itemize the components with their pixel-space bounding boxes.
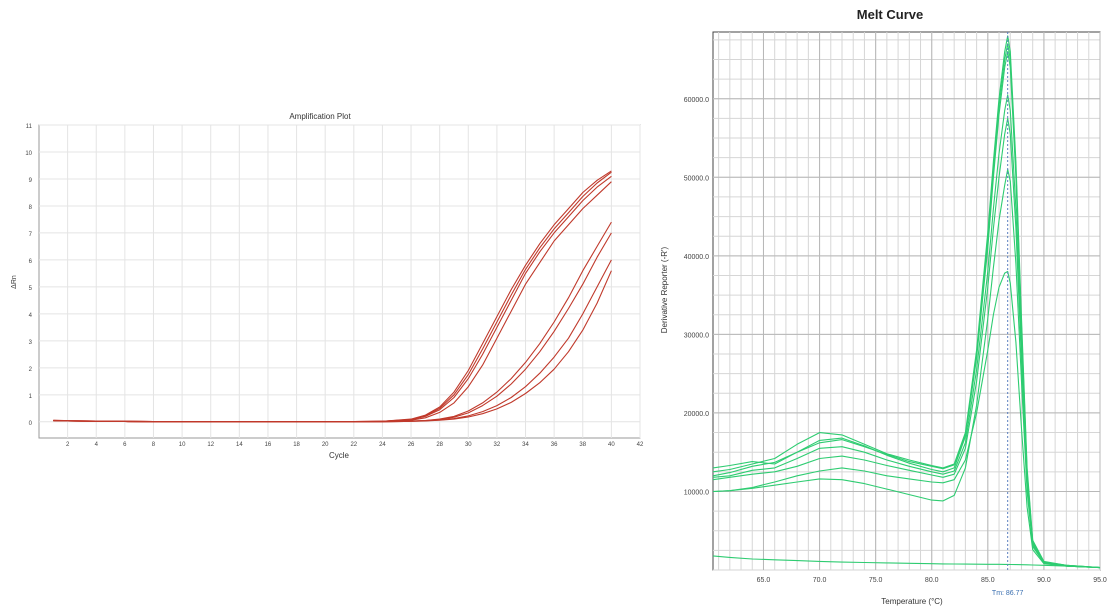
- amp-y-tick-labels: 0 1 2 3 4 5 6 7 8 9 10 11: [25, 124, 32, 427]
- series-line: [712, 117, 1101, 569]
- y-tick-label: 40000.0: [684, 254, 709, 261]
- series-line: [712, 555, 1101, 569]
- y-tick-label: 60000.0: [684, 97, 709, 104]
- x-tick-label: 30: [465, 442, 472, 448]
- y-tick-label: 9: [29, 178, 33, 184]
- x-tick-label: 22: [350, 442, 357, 448]
- y-tick-label: 8: [29, 205, 33, 211]
- x-tick-label: 18: [293, 442, 300, 448]
- x-tick-label: 26: [408, 442, 415, 448]
- x-tick-label: 28: [436, 442, 443, 448]
- y-tick-label: 0: [29, 421, 33, 427]
- melt-y-tick-labels: 10000.0 20000.0 30000.0 40000.0 50000.0 60000…: [684, 97, 709, 497]
- melt-tm-marker: Tm: 86.77: [992, 32, 1024, 597]
- x-tick-label: 16: [265, 442, 272, 448]
- y-tick-label: 50000.0: [684, 175, 709, 182]
- amp-series-lines: [53, 170, 612, 423]
- x-tick-label: 36: [551, 442, 558, 448]
- y-tick-label: 6: [29, 259, 33, 265]
- x-tick-label: 38: [579, 442, 586, 448]
- melt-curve-plot: 65.0 70.0 75.0 80.0 85.0 90.0 95.0 10000.0 2000…: [660, 7, 1107, 606]
- series-line: [712, 168, 1101, 569]
- amp-title: Amplification Plot: [289, 112, 351, 121]
- amp-x-tick-labels: 2 4 6 8 10 12 14 16 18 20 22 24 26 28 30 32 34 36 38 40 42: [66, 442, 644, 448]
- x-tick-label: 90.0: [1037, 577, 1051, 584]
- melt-y-axis-label: Derivative Reporter (-R'): [660, 246, 669, 333]
- tm-label: Tm: 86.77: [992, 590, 1024, 597]
- x-tick-label: 40: [608, 442, 615, 448]
- x-tick-label: 20: [322, 442, 329, 448]
- amplification-plot: 2 4 6 8 10 12 14 16 18 20 22 24 26 28 30 32 34 36 38 40 42 0…: [11, 112, 644, 460]
- x-tick-label: 2: [66, 442, 70, 448]
- y-tick-label: 2: [29, 367, 33, 373]
- melt-grid: [713, 32, 1101, 571]
- x-tick-label: 75.0: [869, 577, 883, 584]
- amp-plot-area: [38, 124, 641, 439]
- x-tick-label: 14: [236, 442, 243, 448]
- y-tick-label: 30000.0: [684, 332, 709, 339]
- y-tick-label: 11: [26, 124, 33, 130]
- series-line: [712, 43, 1101, 569]
- x-tick-label: 85.0: [981, 577, 995, 584]
- y-tick-label: 7: [29, 232, 33, 238]
- melt-x-axis-label: Temperature (°C): [881, 597, 943, 606]
- x-tick-label: 32: [494, 442, 501, 448]
- x-tick-label: 70.0: [813, 577, 827, 584]
- series-line: [53, 270, 612, 423]
- y-tick-label: 20000.0: [684, 411, 709, 418]
- melt-plot-area: [712, 31, 1101, 571]
- x-tick-label: 34: [522, 442, 529, 448]
- y-tick-label: 10: [25, 151, 32, 157]
- x-tick-label: 10: [179, 442, 186, 448]
- x-tick-label: 80.0: [925, 577, 939, 584]
- x-tick-label: 95.0: [1093, 577, 1107, 584]
- melt-series-lines: [712, 35, 1101, 569]
- x-tick-label: 24: [379, 442, 386, 448]
- x-tick-label: 12: [207, 442, 214, 448]
- amp-y-axis-label: ΔRn: [11, 275, 18, 289]
- y-tick-label: 5: [29, 286, 33, 292]
- y-tick-label: 4: [29, 313, 33, 319]
- x-tick-label: 65.0: [757, 577, 771, 584]
- melt-x-tick-labels: 65.0 70.0 75.0 80.0 85.0 90.0 95.0: [757, 577, 1107, 584]
- x-tick-label: 8: [152, 442, 156, 448]
- y-tick-label: 10000.0: [684, 489, 709, 496]
- y-tick-label: 3: [29, 340, 33, 346]
- x-tick-label: 6: [123, 442, 127, 448]
- melt-title: Melt Curve: [857, 7, 923, 22]
- amp-x-axis-label: Cycle: [329, 451, 350, 460]
- x-tick-label: 42: [637, 442, 644, 448]
- x-tick-label: 4: [95, 442, 99, 448]
- y-tick-label: 1: [29, 394, 33, 400]
- amp-grid: [39, 124, 641, 438]
